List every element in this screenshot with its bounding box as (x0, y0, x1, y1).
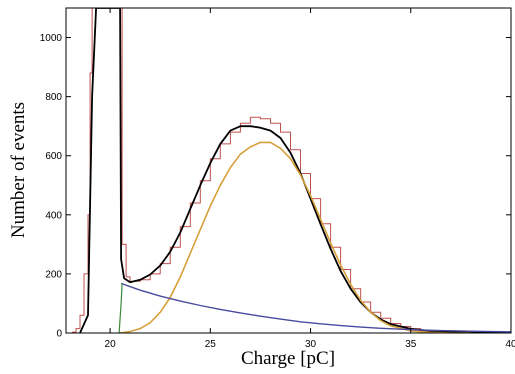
series-pedestal-edge (118, 283, 123, 333)
x-axis: 20 25 30 35 40 (105, 8, 515, 350)
y-tick-label: 1000 (40, 33, 63, 44)
y-tick-label: 400 (45, 210, 62, 221)
series-signal (119, 141, 471, 333)
series-histogram (72, 8, 511, 333)
x-tick-label: 30 (305, 339, 317, 350)
plot-area (66, 8, 511, 333)
x-tick-label: 40 (505, 339, 515, 350)
y-tick-label: 200 (45, 269, 62, 280)
y-tick-label: 800 (45, 92, 62, 103)
y-axis: 0 200 400 600 800 1000 (40, 33, 511, 340)
x-tick-label: 25 (205, 339, 217, 350)
x-tick-label: 35 (405, 339, 417, 350)
series-background (120, 282, 511, 333)
plot-frame (65, 7, 512, 334)
series-layer (72, 8, 511, 333)
x-axis-title: Charge [pC] (241, 348, 335, 369)
y-tick-label: 600 (45, 151, 62, 162)
y-axis-title: Number of events (8, 102, 29, 238)
x-tick-label: 20 (105, 339, 117, 350)
y-tick-label: 0 (56, 329, 62, 340)
